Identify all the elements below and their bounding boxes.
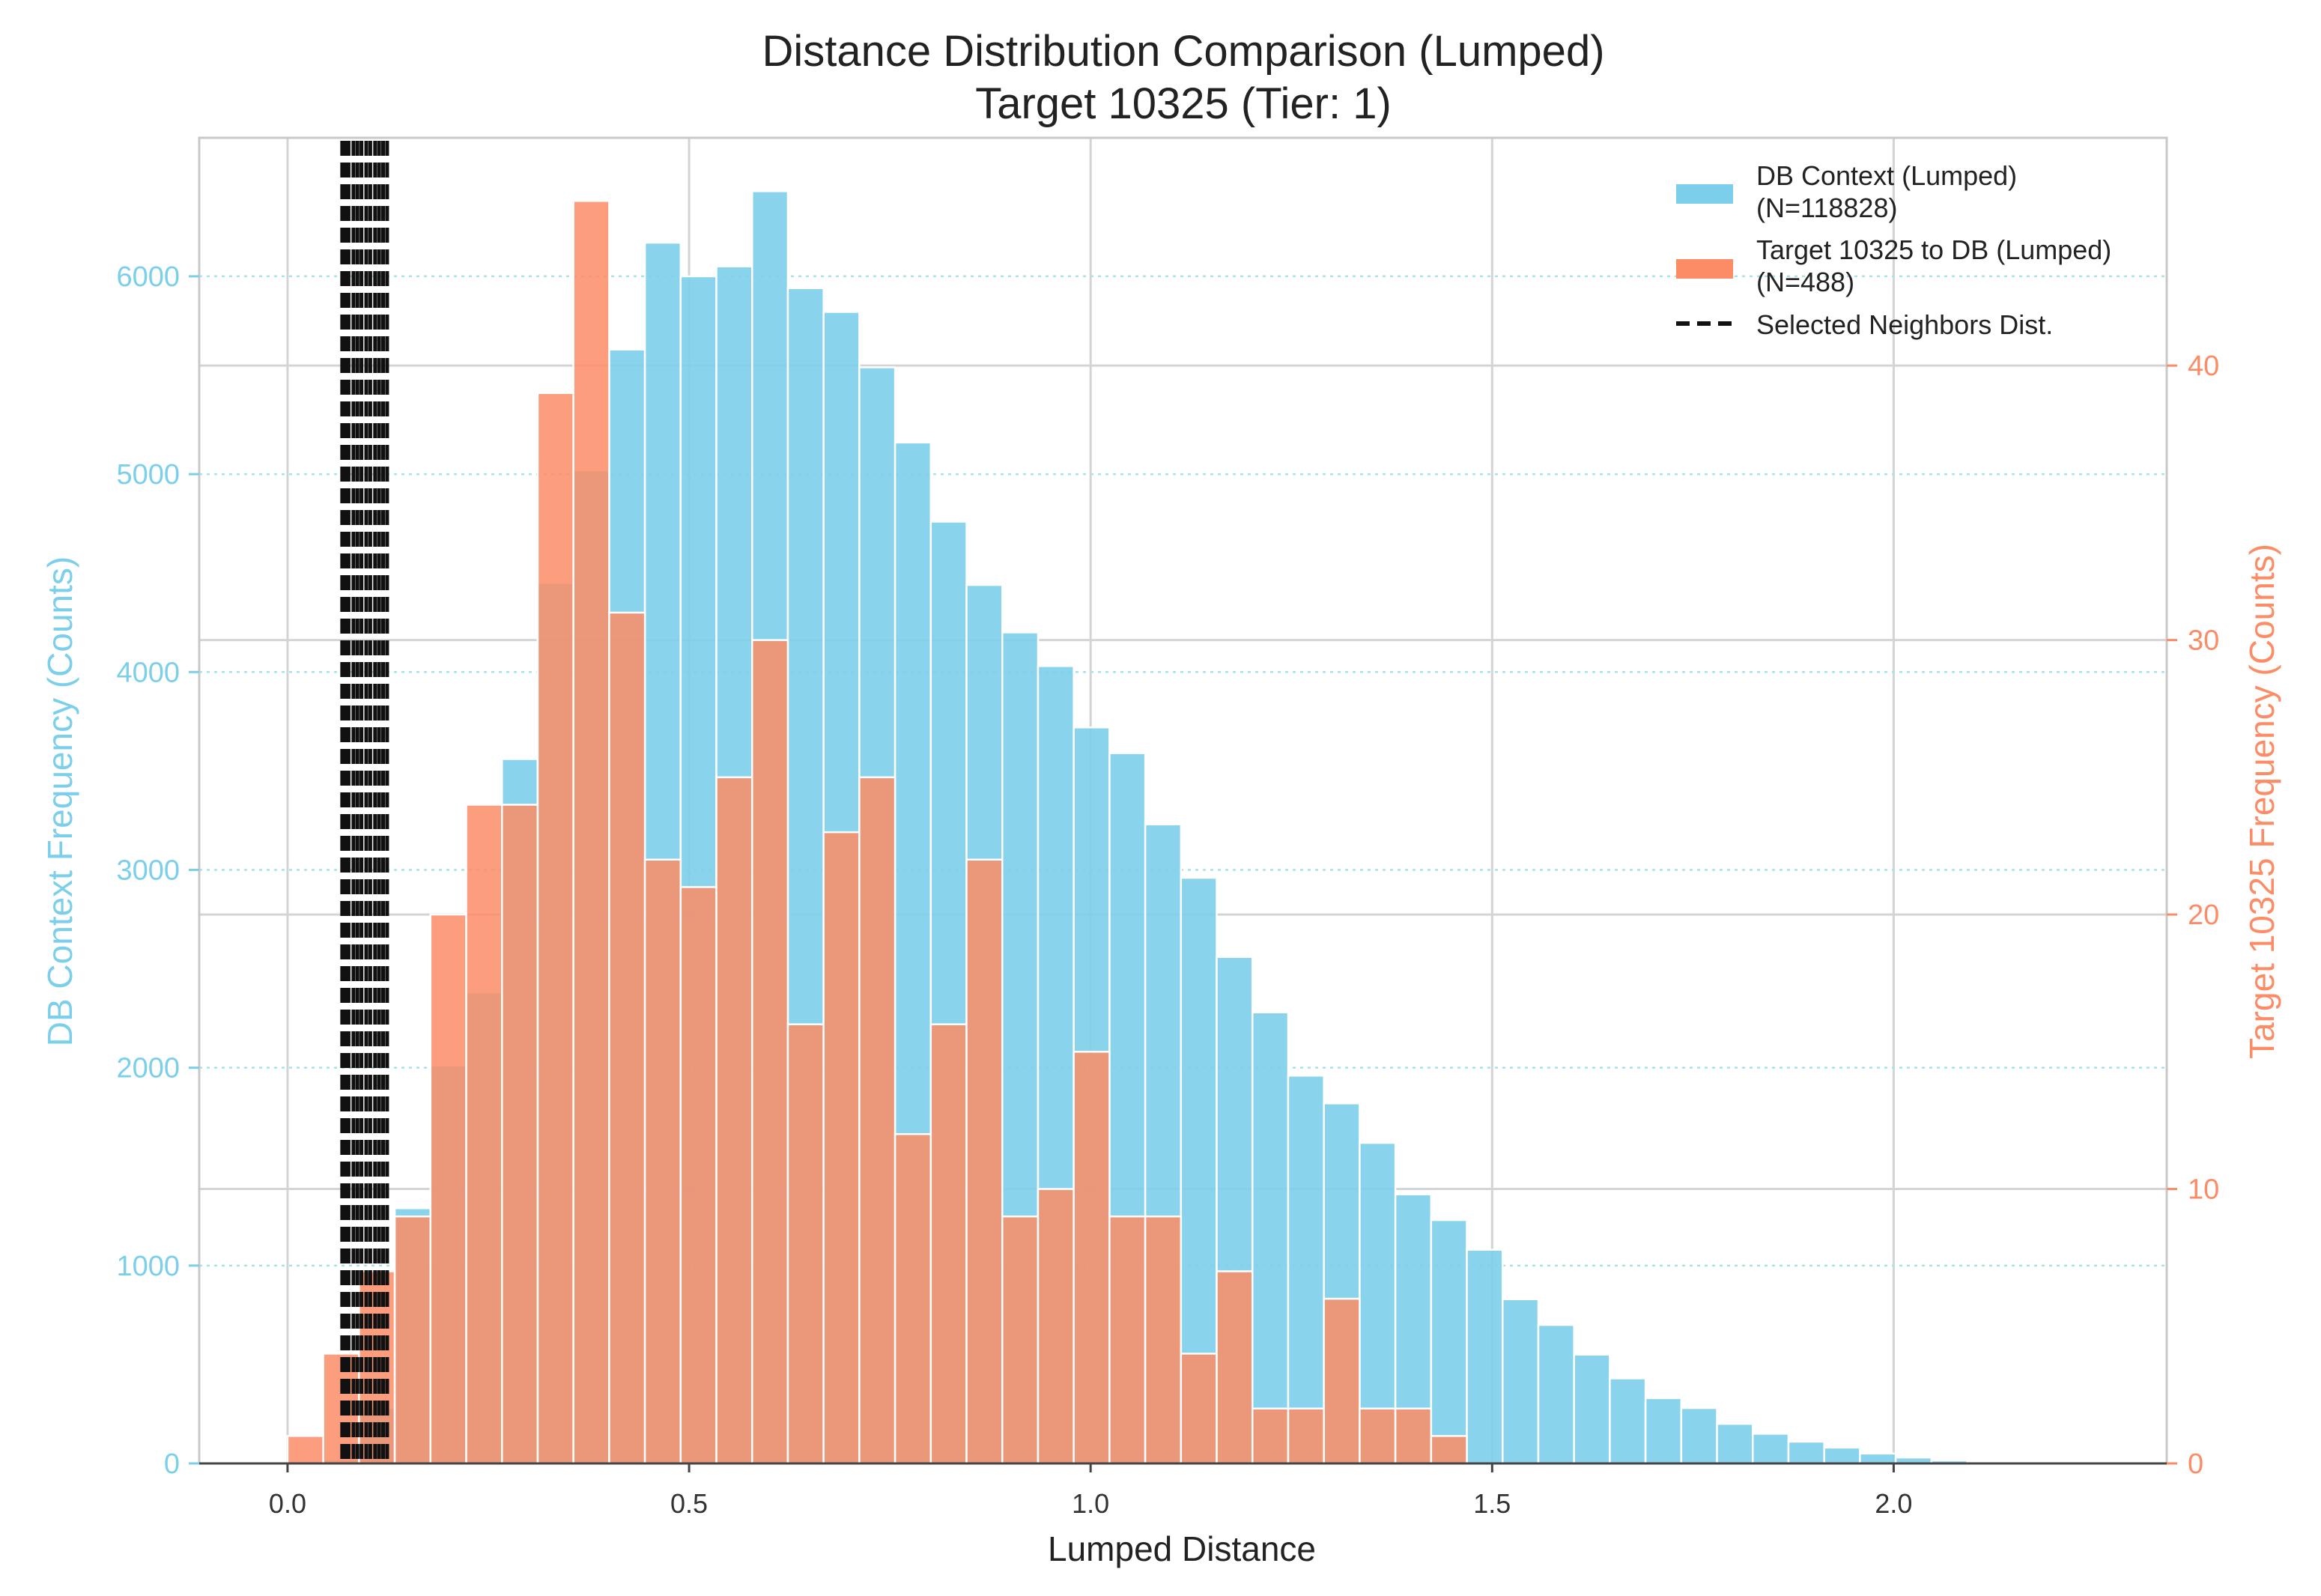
y-left-tick-label: 4000 (116, 657, 180, 688)
x-tick-label: 0.0 (269, 1488, 306, 1519)
legend-swatch-target (1676, 259, 1733, 279)
legend-swatch-db (1676, 184, 1733, 204)
y-left-tick-label: 1000 (116, 1251, 180, 1282)
target-bar (1108, 1215, 1147, 1465)
legend-label-db-n: (N=118828) (1756, 192, 1897, 223)
target-bar (929, 1023, 968, 1465)
selected-neighbors-lines (340, 141, 389, 1463)
target-bar (822, 831, 861, 1465)
y-right-tick-label: 0 (2188, 1448, 2203, 1480)
target-bar (500, 804, 539, 1465)
chart-subtitle: Target 10325 (Tier: 1) (975, 79, 1392, 128)
legend-label-neighbors: Selected Neighbors Dist. (1756, 309, 2053, 340)
x-tick-label: 0.5 (670, 1488, 708, 1519)
y-left-tick-label: 6000 (116, 261, 180, 293)
y-left-tick-label: 0 (164, 1448, 180, 1480)
y-left-tick-label: 2000 (116, 1053, 180, 1084)
db-bar (1859, 1452, 1897, 1465)
target-bar (1180, 1353, 1218, 1465)
chart-title: Distance Distribution Comparison (Lumped… (762, 27, 1604, 76)
target-bar (1394, 1407, 1433, 1465)
target-bar (1001, 1215, 1040, 1465)
target-bar (286, 1435, 324, 1465)
target-bar (858, 776, 896, 1465)
target-bar (893, 1132, 932, 1465)
target-bar (1216, 1270, 1254, 1465)
db-bar (1716, 1422, 1754, 1465)
y-axis-label-right: Target 10325 Frequency (Counts) (2242, 544, 2281, 1059)
y-right-tick-label: 20 (2188, 899, 2219, 931)
target-bar (750, 639, 789, 1465)
x-tick-label: 1.0 (1072, 1488, 1109, 1519)
db-bar (1752, 1433, 1790, 1465)
legend-label-target-n: (N=488) (1756, 267, 1854, 297)
target-bar (1072, 1051, 1111, 1465)
x-tick-label: 1.5 (1473, 1488, 1511, 1519)
tick-labels: 0.0 0.5 1.0 1.5 2.0 0 1000 2000 3000 4000 5000 6000… (116, 261, 2219, 1519)
y-right-tick-label: 40 (2188, 351, 2219, 382)
db-bar (1466, 1248, 1504, 1465)
target-bar (1430, 1435, 1468, 1465)
target-bar (1359, 1407, 1397, 1465)
target-bar (643, 858, 682, 1465)
db-bar (1502, 1298, 1540, 1465)
target-bar (1251, 1407, 1290, 1465)
y-left-tick-label: 5000 (116, 459, 180, 491)
target-bar (786, 1023, 825, 1465)
target-bar (465, 804, 503, 1465)
db-bar (1287, 1074, 1325, 1465)
db-bar (1680, 1407, 1718, 1465)
db-bar (1430, 1219, 1468, 1465)
x-tick-label: 2.0 (1875, 1488, 1912, 1519)
db-bar (1644, 1397, 1683, 1465)
db-bar (1609, 1377, 1647, 1465)
y-axis-label-left: DB Context Frequency (Counts) (40, 556, 79, 1047)
y-right-tick-label: 10 (2188, 1174, 2219, 1206)
target-bar (608, 611, 646, 1465)
legend-label-db: DB Context (Lumped) (1756, 160, 2017, 191)
db-bar (1573, 1353, 1611, 1465)
y-right-tick-label: 30 (2188, 625, 2219, 657)
target-bar (572, 200, 610, 1465)
target-bar (1037, 1188, 1075, 1465)
target-bar (715, 776, 753, 1465)
target-bar (393, 1215, 432, 1465)
db-bar (1537, 1323, 1575, 1465)
target-bar (1323, 1297, 1361, 1465)
legend-label-target: Target 10325 to DB (Lumped) (1756, 234, 2111, 265)
target-bar (965, 858, 1004, 1465)
target-bar (1144, 1215, 1183, 1465)
legend: DB Context (Lumped) (N=118828) Target 10… (1676, 160, 2111, 340)
x-axis-label: Lumped Distance (1048, 1529, 1316, 1568)
db-bar (1823, 1446, 1861, 1465)
target-bar (429, 913, 467, 1465)
y-left-tick-label: 3000 (116, 855, 180, 886)
target-bar (1287, 1407, 1325, 1465)
db-bar (1251, 1011, 1290, 1465)
db-bar (1787, 1440, 1825, 1465)
target-bar (679, 886, 717, 1465)
target-bar (536, 392, 574, 1465)
